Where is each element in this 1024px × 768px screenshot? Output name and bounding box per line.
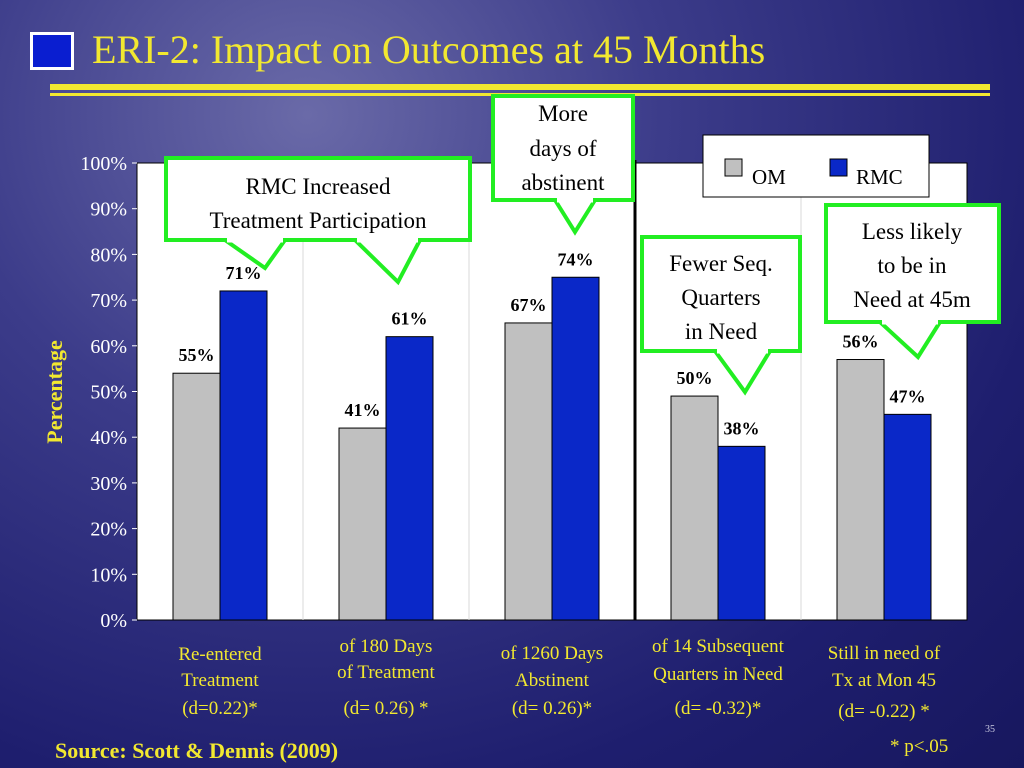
callout-text: to be in bbox=[878, 253, 947, 278]
callout-box bbox=[640, 235, 802, 353]
callout-box bbox=[824, 203, 1001, 324]
callout-text: Need at 45m bbox=[853, 287, 971, 312]
category-label: of 1260 Days bbox=[501, 643, 603, 664]
callout-text: in Need bbox=[685, 319, 758, 344]
callout-less-likely-need: Less likely to be in Need at 45m bbox=[824, 203, 1001, 361]
category-effect-size: (d= 0.26) * bbox=[343, 698, 428, 719]
footnote: * p<.05 bbox=[890, 736, 948, 757]
title-rule bbox=[50, 84, 990, 90]
data-label-om: 55% bbox=[179, 345, 215, 365]
data-label-om: 56% bbox=[843, 332, 879, 352]
callout-text: RMC Increased bbox=[246, 174, 391, 199]
legend-swatch-rmc bbox=[829, 158, 848, 177]
callout-text: Fewer Seq. bbox=[669, 251, 772, 276]
callout-text: abstinent bbox=[521, 170, 605, 195]
data-label-rmc: 38% bbox=[724, 418, 760, 438]
callout-text: Quarters bbox=[681, 285, 760, 310]
bar-om-3 bbox=[504, 322, 553, 621]
slide-logo-box bbox=[30, 32, 74, 70]
bar-rmc-1 bbox=[219, 290, 268, 621]
legend-label-om: OM bbox=[752, 165, 786, 189]
bar-om-1 bbox=[172, 372, 221, 621]
y-tick-label: 0% bbox=[100, 610, 127, 632]
y-tick-label: 60% bbox=[90, 336, 127, 358]
y-tick-label: 10% bbox=[90, 564, 127, 586]
legend-label-rmc: RMC bbox=[856, 165, 903, 189]
y-tick-label: 30% bbox=[90, 473, 127, 495]
category-label: Abstinent bbox=[515, 670, 590, 691]
y-tick-label: 50% bbox=[90, 382, 127, 404]
callout-text: Less likely bbox=[862, 219, 963, 244]
bar-om-4 bbox=[670, 395, 719, 621]
data-label-om: 50% bbox=[677, 368, 713, 388]
category-label: of 180 Days bbox=[340, 636, 433, 657]
data-label-rmc: 71% bbox=[226, 263, 262, 283]
slide-title: ERI-2: Impact on Outcomes at 45 Months bbox=[92, 27, 766, 72]
y-tick-label: 80% bbox=[90, 244, 127, 266]
category-effect-size: (d= 0.26)* bbox=[512, 698, 592, 719]
callout-days-abstinent: More days of abstinent bbox=[491, 94, 635, 236]
category-effect-size: (d= -0.32)* bbox=[675, 698, 762, 719]
callout-box bbox=[164, 156, 472, 242]
callout-text: days of bbox=[529, 136, 596, 161]
callout-fewer-quarters: Fewer Seq. Quarters in Need bbox=[640, 235, 802, 396]
callout-box bbox=[491, 94, 635, 202]
category-label: of Treatment bbox=[337, 662, 435, 683]
y-tick-label: 100% bbox=[80, 153, 127, 175]
y-axis-title: Percentage bbox=[42, 340, 67, 444]
legend-swatch-om bbox=[724, 158, 743, 177]
category-label: Tx at Mon 45 bbox=[832, 670, 936, 691]
category-label: Re-entered bbox=[178, 644, 262, 665]
category-label: Quarters in Need bbox=[653, 664, 783, 685]
bar-rmc-4 bbox=[717, 445, 766, 621]
category-label: of 14 Subsequent bbox=[652, 636, 785, 657]
callout-text: More bbox=[538, 101, 588, 126]
callout-text: Treatment Participation bbox=[210, 208, 427, 233]
bar-rmc-5 bbox=[883, 413, 932, 621]
bar-rmc-3 bbox=[551, 276, 600, 621]
y-tick-label: 90% bbox=[90, 199, 127, 221]
y-tick-label: 40% bbox=[90, 427, 127, 449]
callout-treatment-participation: RMC Increased Treatment Participation bbox=[164, 156, 472, 286]
data-label-om: 67% bbox=[511, 295, 547, 315]
y-tick-label: 20% bbox=[90, 519, 127, 541]
y-tick-label: 70% bbox=[90, 290, 127, 312]
data-label-rmc: 47% bbox=[890, 386, 926, 406]
category-label: Still in need of bbox=[828, 643, 941, 664]
bar-om-5 bbox=[836, 359, 885, 621]
bar-rmc-2 bbox=[385, 336, 434, 621]
category-effect-size: (d= -0.22) * bbox=[838, 701, 929, 722]
bar-om-2 bbox=[338, 427, 387, 621]
source-citation: Source: Scott & Dennis (2009) bbox=[55, 738, 339, 763]
category-label: Treatment bbox=[181, 670, 259, 691]
slide-number: 35 bbox=[985, 724, 995, 735]
category-effect-size: (d=0.22)* bbox=[182, 698, 258, 719]
data-label-rmc: 74% bbox=[558, 249, 594, 269]
data-label-rmc: 61% bbox=[392, 309, 428, 329]
data-label-om: 41% bbox=[345, 400, 381, 420]
